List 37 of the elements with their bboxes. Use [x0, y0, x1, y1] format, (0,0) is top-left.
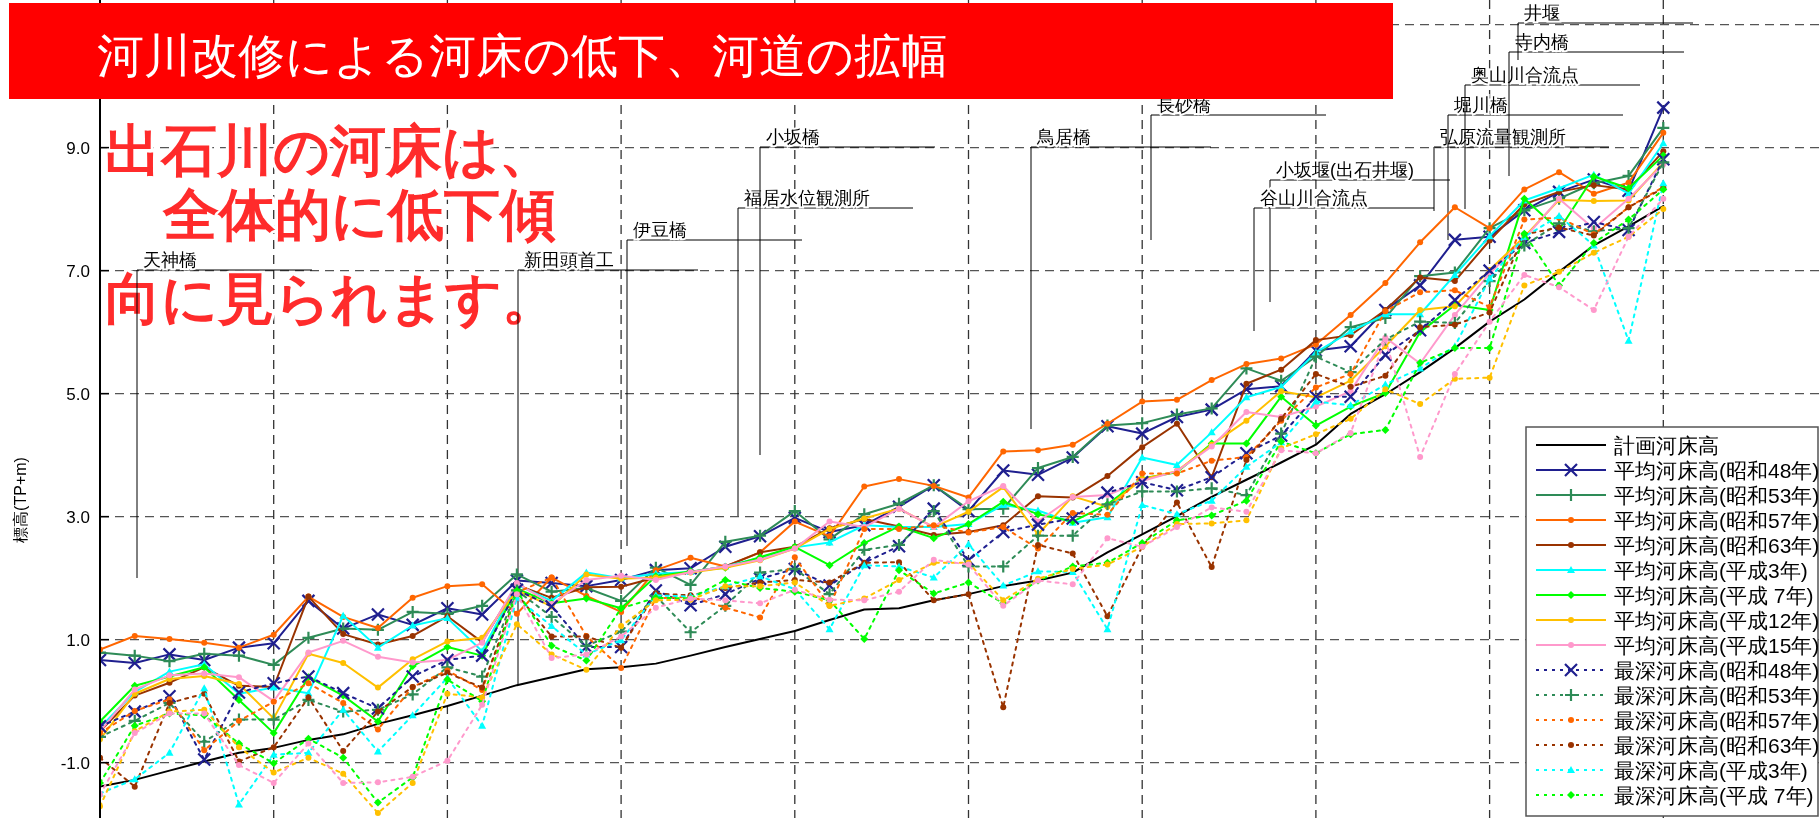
legend-label: 平均河床高(平成3年) — [1614, 559, 1808, 582]
legend-label: 最深河床高(昭和57年) — [1614, 709, 1820, 732]
annotation: 新田頭首工 — [524, 250, 614, 270]
legend-label: 計画河床高 — [1614, 434, 1719, 457]
annotation: 弘原流量観測所 — [1440, 127, 1566, 147]
legend-label: 最深河床高(平成 7年) — [1614, 784, 1814, 807]
annotation: 井堰 — [1524, 3, 1560, 23]
annotation: 天神橋 — [143, 250, 197, 270]
legend-label: 平均河床高(平成12年) — [1614, 609, 1820, 632]
y-axis-title: 標高(TP+m) — [12, 457, 29, 543]
title: 河川改修による河床の低下、河道の拡幅 — [9, 3, 1393, 99]
annotation: 鳥居橋 — [1036, 127, 1091, 147]
y-tick-label: -1.0 — [60, 753, 90, 773]
legend-label: 平均河床高(平成 7年) — [1614, 584, 1814, 607]
legend-label: 最深河床高(昭和48年) — [1614, 659, 1820, 682]
annotation: 堀川橋 — [1453, 95, 1508, 115]
legend-label: 平均河床高(昭和48年) — [1614, 459, 1820, 482]
annotation: 福居水位観測所 — [744, 188, 870, 208]
annotation: 小坂堰(出石井堰) — [1276, 160, 1414, 180]
y-tick-label: 7.0 — [66, 261, 90, 281]
legend-label: 平均河床高(昭和57年) — [1614, 509, 1820, 532]
legend-label: 平均河床高(昭和53年) — [1614, 484, 1820, 507]
annotation: 全体的に低下傾 — [162, 183, 556, 246]
annotation: 伊豆橋 — [633, 220, 687, 240]
y-tick-label: 5.0 — [66, 384, 90, 404]
y-tick-label: 9.0 — [66, 138, 90, 158]
annotation: 寺内橋 — [1515, 32, 1569, 52]
legend-label: 平均河床高(昭和63年) — [1614, 534, 1820, 557]
legend-label: 最深河床高(昭和53年) — [1614, 684, 1820, 707]
legend-label: 平均河床高(平成15年) — [1614, 634, 1820, 657]
annotation: 小坂橋 — [766, 127, 820, 147]
y-tick-label: 3.0 — [66, 507, 90, 527]
annotation: 奥山川合流点 — [1471, 65, 1579, 85]
legend-label: 最深河床高(平成3年) — [1614, 759, 1808, 782]
y-tick-label: 1.0 — [66, 630, 90, 650]
legend-label: 最深河床高(昭和63年) — [1614, 734, 1820, 757]
annotation: 谷山川合流点 — [1260, 188, 1368, 208]
